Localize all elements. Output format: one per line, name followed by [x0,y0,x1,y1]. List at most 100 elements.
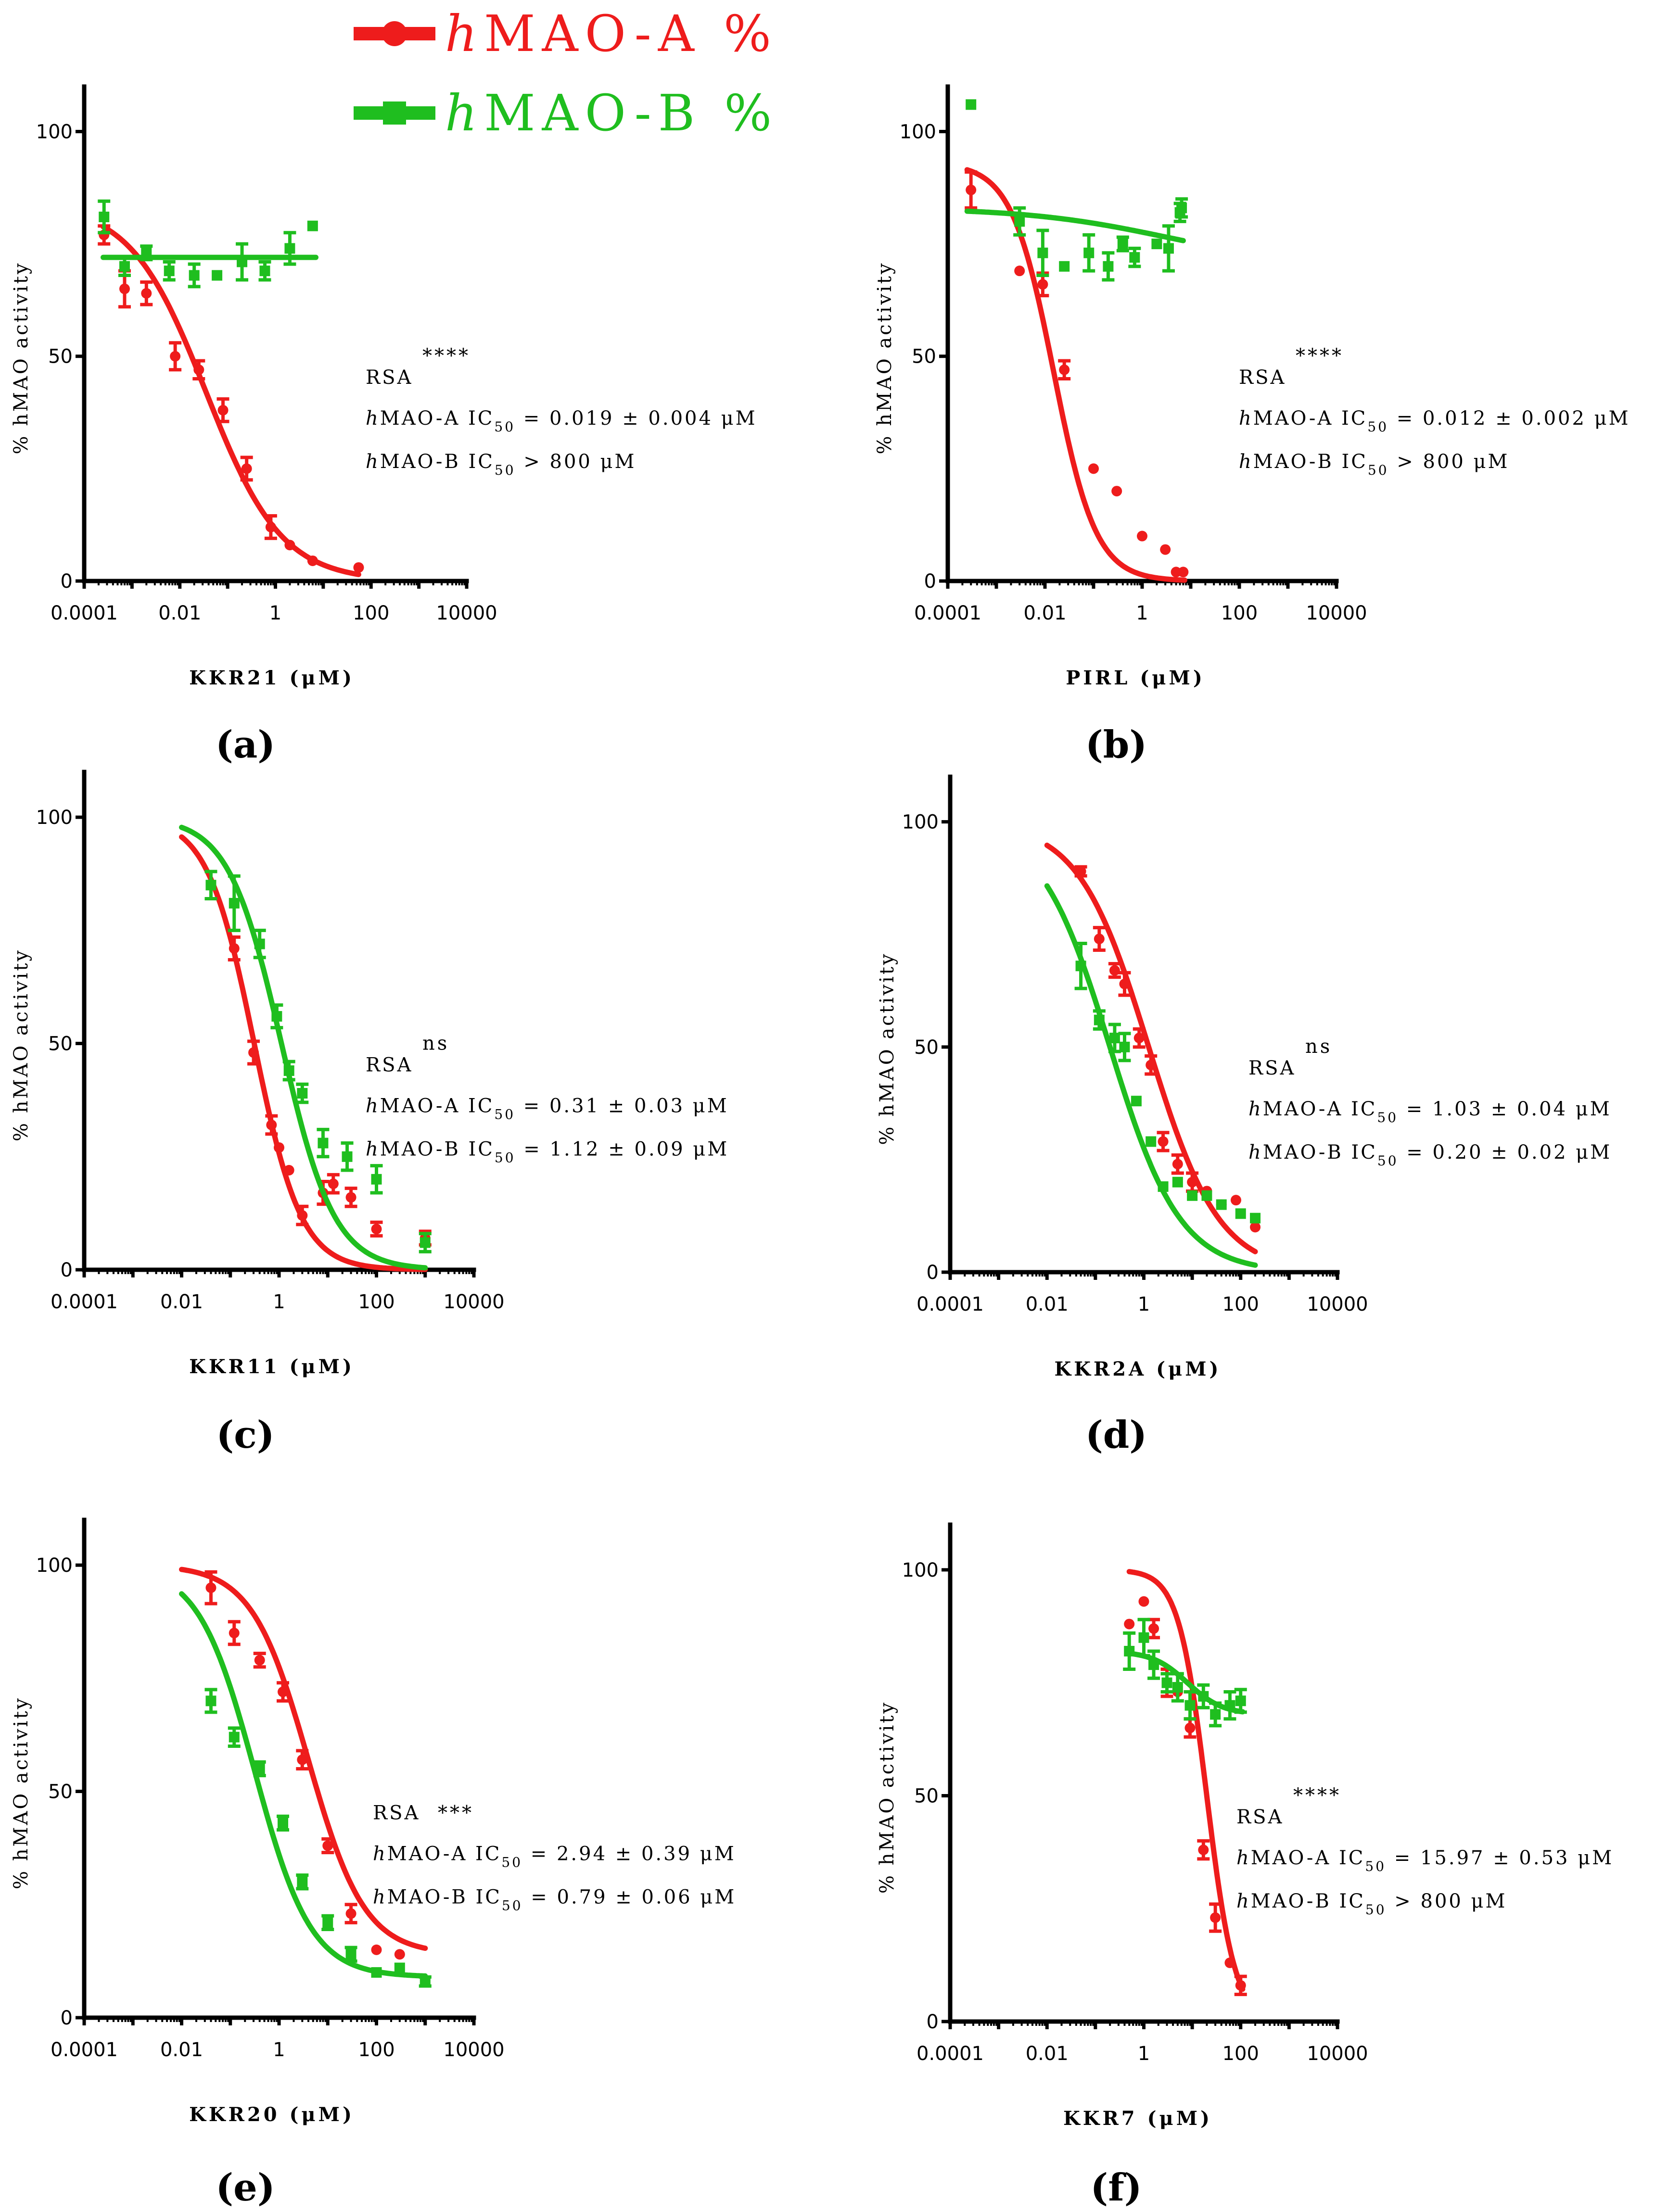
data-point [229,897,240,909]
legend-label: hMAO-B % [445,84,778,142]
data-point [271,1011,282,1022]
data-point [1198,1845,1209,1856]
ic50-value: = 2.94 ± 0.39 μM [522,1843,736,1865]
series-hmao_a [98,224,364,577]
data-point [1094,934,1105,945]
series-hmao_b [98,199,318,289]
ic50-enzyme-prefix: h [373,1843,387,1865]
x-axis-label: KKR2A (μM) [1055,1358,1222,1380]
data-point [278,1686,289,1697]
x-tick-label: 0.01 [160,2039,203,2061]
data-point [1119,1041,1130,1052]
y-tick-label: 0 [927,2011,939,2033]
chart-panel-c: 0 50 100 0.0001 0.01 1 100 10000 % hMAO activity… [10,770,727,1457]
ic50-enzyme: MAO-B IC [1251,1890,1365,1912]
fit-curve [964,208,1186,243]
x-axis-label: PIRL (μM) [1066,667,1205,689]
data-point [1037,247,1048,258]
ic50-line: hMAO-B IC50 > 800 μM [366,451,637,478]
data-point [371,1944,382,1955]
legend-marker-circle [382,21,407,46]
y-tick-label: 100 [902,811,939,834]
ic50-enzyme-prefix: h [1236,1890,1251,1912]
data-point [1137,531,1147,542]
data-point [1133,1033,1145,1044]
rsa-label: RSA [366,367,413,389]
y-tick-label: 0 [61,1259,73,1281]
data-point [1201,1190,1212,1201]
fit-curve [1126,1569,1246,1992]
data-point [1187,1190,1198,1201]
data-point [342,1151,353,1162]
rsa-label: RSA [1239,367,1286,389]
ic50-value: = 0.019 ± 0.004 μM [515,407,757,430]
ic50-line: hMAO-A IC50 = 1.03 ± 0.04 μM [1248,1098,1612,1125]
rsa-label: RSA [1248,1057,1296,1079]
data-point [345,1949,356,1960]
x-tick-label: 0.01 [1026,1293,1069,1315]
data-point [1075,866,1086,877]
data-point [307,220,318,231]
data-point [420,1237,431,1248]
data-point [1210,1912,1221,1923]
x-tick-label: 0.0001 [917,1293,984,1315]
x-tick-label: 100 [1222,1293,1259,1315]
data-point [1172,1682,1183,1693]
x-tick-label: 10000 [1307,1293,1368,1315]
chart-panel-b: 0 50 100 0.0001 0.01 1 100 10000 % hMAO activity… [874,84,1630,767]
data-point [1176,202,1187,214]
data-point [1160,544,1171,555]
ic50-subscript: 50 [1377,1153,1399,1169]
data-point [1216,1199,1227,1210]
ic50-enzyme-prefix: h [366,1138,380,1160]
data-point [1158,1181,1169,1192]
y-tick-label: 100 [36,1555,73,1577]
data-point [205,880,216,891]
data-point [254,1655,265,1666]
data-point [99,212,110,223]
y-tick-label: 50 [912,346,936,368]
data-point [1075,961,1086,972]
data-point [1163,243,1174,254]
ic50-subscript: 50 [1377,1110,1398,1125]
panel-caption: (f) [1090,2166,1142,2210]
ic50-value: > 800 μM [1387,1890,1507,1912]
data-point [212,270,223,281]
data-point [1148,1623,1159,1634]
data-point [229,943,240,954]
data-point [205,1695,216,1706]
data-point [217,404,229,416]
data-point [170,351,181,362]
data-point [259,265,270,277]
data-point [966,99,977,110]
data-point [1158,1136,1169,1147]
data-point [283,1165,294,1176]
ic50-line: hMAO-A IC50 = 0.012 ± 0.002 μM [1239,407,1630,435]
data-point [966,184,977,195]
x-tick-label: 100 [358,1291,395,1313]
data-point [353,562,364,573]
ic50-enzyme-prefix: h [366,407,380,430]
data-point [274,1142,284,1153]
data-point [1250,1222,1261,1233]
data-point [328,1178,339,1189]
data-point [266,1119,277,1130]
x-axis-label: KKR7 (μM) [1063,2107,1212,2130]
x-tick-label: 100 [1222,2043,1259,2065]
data-point [1187,1176,1198,1188]
data-point [283,1065,294,1076]
ic50-subscript: 50 [495,1150,516,1165]
panel-caption: (b) [1085,723,1147,767]
ic50-enzyme-prefix: h [1248,1141,1263,1163]
x-axis-label: KKR20 (μM) [189,2103,355,2126]
data-point [284,243,295,254]
legend-label: hMAO-A % [445,4,778,63]
series-hmao_b [179,824,432,1271]
ic50-value: = 0.20 ± 0.02 μM [1399,1141,1612,1163]
ic50-enzyme: MAO-A IC [1251,1847,1365,1869]
data-point [420,1976,431,1987]
data-point [1111,486,1122,497]
ic50-enzyme-prefix: h [373,1886,387,1908]
data-point [297,1876,308,1887]
data-point [193,364,204,375]
